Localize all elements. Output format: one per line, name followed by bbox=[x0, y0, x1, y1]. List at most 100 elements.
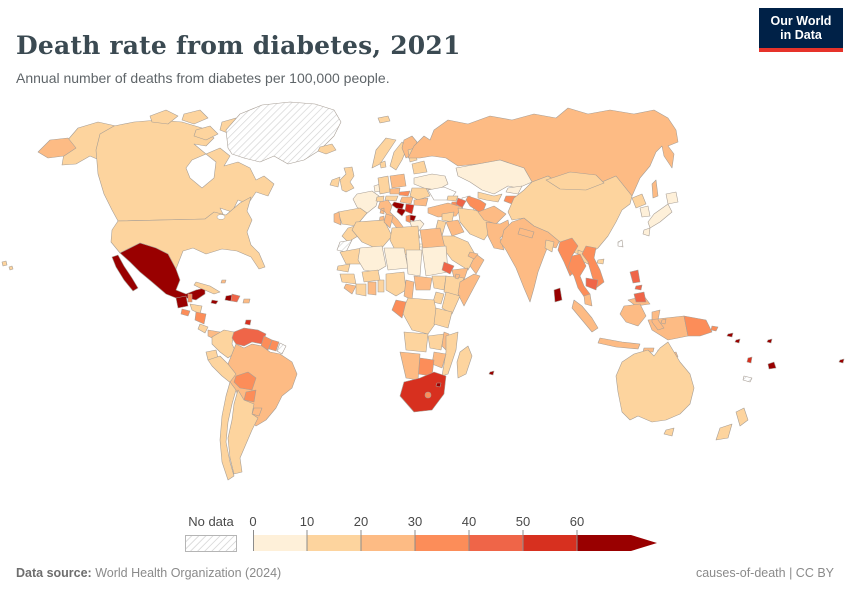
country-cuba[interactable] bbox=[193, 281, 221, 295]
legend-bin-50-60[interactable] bbox=[523, 535, 577, 551]
country-kyrgyzstan[interactable] bbox=[505, 185, 523, 195]
country-mongolia[interactable] bbox=[545, 171, 605, 191]
country-samoa[interactable] bbox=[766, 338, 773, 344]
country-india[interactable] bbox=[499, 217, 561, 303]
country-iraq[interactable] bbox=[445, 219, 465, 237]
country-uzbekistan[interactable] bbox=[477, 191, 503, 203]
legend-bin-40-50[interactable] bbox=[469, 535, 523, 551]
country-vietnam[interactable] bbox=[581, 245, 605, 289]
country-drc[interactable] bbox=[401, 297, 439, 335]
country-djibouti[interactable] bbox=[454, 273, 461, 280]
country-paraguay[interactable] bbox=[243, 389, 257, 403]
country-chad[interactable] bbox=[405, 249, 423, 277]
country-azerbaijan[interactable] bbox=[455, 197, 467, 209]
country-kenya[interactable] bbox=[441, 291, 461, 315]
country-bahamas[interactable] bbox=[220, 279, 227, 284]
country-serbia[interactable] bbox=[404, 203, 415, 215]
country-australia[interactable] bbox=[615, 341, 695, 437]
country-portugal[interactable] bbox=[333, 211, 342, 226]
country-cameroon[interactable] bbox=[403, 279, 415, 301]
country-north-macedonia[interactable] bbox=[409, 214, 417, 222]
country-new-zealand[interactable] bbox=[715, 407, 749, 441]
country-south-africa[interactable] bbox=[399, 371, 447, 413]
country-sudan[interactable] bbox=[421, 245, 449, 277]
country-vanuatu[interactable] bbox=[746, 356, 753, 364]
country-uganda[interactable] bbox=[432, 291, 445, 305]
country-eswatini[interactable] bbox=[435, 382, 442, 388]
country-guyana[interactable] bbox=[260, 335, 273, 351]
country-denmark[interactable] bbox=[379, 160, 387, 169]
country-namibia[interactable] bbox=[399, 351, 421, 381]
country-afghanistan[interactable] bbox=[477, 205, 507, 225]
country-suriname[interactable] bbox=[268, 339, 280, 352]
country-madagascar[interactable] bbox=[456, 345, 473, 379]
country-russia-chukotka[interactable] bbox=[37, 137, 77, 159]
country-eritrea[interactable] bbox=[441, 261, 455, 275]
country-nepal[interactable] bbox=[517, 227, 535, 239]
country-solomon-islands[interactable] bbox=[726, 332, 741, 344]
country-mauritius[interactable] bbox=[488, 370, 495, 376]
country-guatemala[interactable] bbox=[175, 295, 189, 309]
country-sri-lanka[interactable] bbox=[553, 287, 563, 303]
legend-bin-30-40[interactable] bbox=[415, 535, 469, 551]
country-bangladesh[interactable] bbox=[544, 239, 555, 253]
legend-bin-0-10[interactable] bbox=[253, 535, 307, 551]
country-nigeria[interactable] bbox=[385, 271, 407, 297]
country-new-caledonia[interactable] bbox=[742, 375, 753, 383]
country-bulgaria[interactable] bbox=[413, 197, 429, 207]
country-fiji[interactable] bbox=[767, 361, 777, 370]
country-guinea[interactable] bbox=[339, 273, 357, 285]
country-somalia[interactable] bbox=[457, 273, 481, 307]
country-el-salvador[interactable] bbox=[180, 308, 191, 317]
country-mozambique[interactable] bbox=[441, 331, 459, 377]
country-iceland[interactable] bbox=[317, 143, 337, 155]
country-gabon[interactable] bbox=[391, 299, 407, 319]
country-north-korea[interactable] bbox=[631, 193, 647, 209]
country-niger[interactable] bbox=[383, 247, 409, 271]
country-puerto-rico[interactable] bbox=[242, 298, 251, 304]
country-central-african-republic[interactable] bbox=[413, 275, 433, 291]
country-tanzania[interactable] bbox=[433, 307, 453, 329]
country-mali[interactable] bbox=[357, 245, 387, 273]
country-germany[interactable] bbox=[377, 175, 391, 195]
country-poland[interactable] bbox=[389, 173, 407, 189]
footer-license-link[interactable]: causes-of-death | CC BY bbox=[695, 566, 834, 580]
country-argentina[interactable] bbox=[227, 389, 259, 475]
country-philippines[interactable] bbox=[629, 269, 647, 303]
country-austria[interactable] bbox=[384, 195, 399, 202]
country-zambia[interactable] bbox=[427, 333, 445, 351]
country-costa-rica[interactable] bbox=[197, 323, 209, 334]
country-pakistan[interactable] bbox=[485, 219, 511, 251]
country-hungary[interactable] bbox=[399, 196, 414, 205]
legend-no-data-swatch[interactable] bbox=[185, 535, 237, 552]
country-venezuela[interactable] bbox=[231, 327, 267, 347]
country-angola[interactable] bbox=[403, 331, 429, 353]
country-taiwan[interactable] bbox=[617, 239, 624, 248]
country-ireland[interactable] bbox=[329, 176, 341, 188]
country-algeria[interactable] bbox=[351, 219, 393, 251]
country-slovakia[interactable] bbox=[398, 190, 411, 197]
country-bosnia[interactable] bbox=[396, 207, 407, 217]
country-czechia[interactable] bbox=[389, 187, 401, 195]
country-kiribati[interactable] bbox=[838, 358, 845, 364]
country-burkina-faso[interactable] bbox=[361, 269, 381, 283]
country-belarus[interactable] bbox=[411, 160, 428, 175]
country-jamaica[interactable] bbox=[210, 299, 219, 305]
owid-logo[interactable]: Our World in Data bbox=[759, 8, 843, 52]
country-greenland[interactable] bbox=[225, 101, 342, 165]
country-french-guiana[interactable] bbox=[276, 342, 287, 355]
country-uae[interactable] bbox=[467, 251, 479, 260]
country-syria[interactable] bbox=[441, 211, 455, 223]
legend-bin-20-30[interactable] bbox=[361, 535, 415, 551]
country-tunisia[interactable] bbox=[383, 213, 394, 229]
country-ivory-coast[interactable] bbox=[355, 283, 367, 297]
country-bolivia[interactable] bbox=[233, 371, 257, 391]
country-liberia[interactable] bbox=[343, 283, 357, 295]
legend-bin-10-20[interactable] bbox=[307, 535, 361, 551]
country-uk[interactable] bbox=[339, 166, 355, 193]
country-canada-arctic-islands[interactable] bbox=[149, 109, 243, 141]
country-benin[interactable] bbox=[377, 279, 385, 293]
country-nicaragua[interactable] bbox=[194, 311, 207, 325]
country-lesotho[interactable] bbox=[424, 391, 432, 399]
country-trinidad[interactable] bbox=[244, 319, 252, 326]
